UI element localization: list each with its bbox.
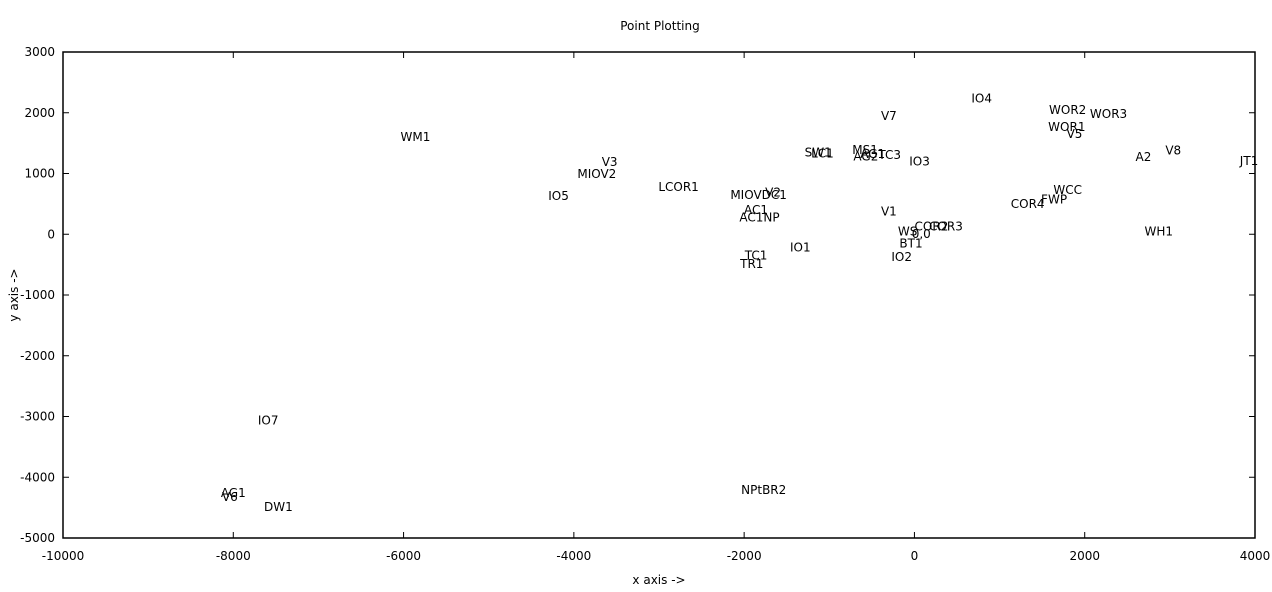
point-label: IO7	[258, 413, 279, 427]
point-label: TC1	[744, 249, 768, 263]
point-label: MS1	[852, 143, 878, 157]
x-tick-label: -8000	[216, 549, 251, 563]
x-tick-label: -10000	[42, 549, 85, 563]
y-tick-label: -2000	[20, 349, 55, 363]
point-label: LC1	[811, 147, 834, 161]
point-label: WH1	[1145, 224, 1174, 238]
point-label: V6	[222, 490, 238, 504]
x-tick-label: 0	[911, 549, 919, 563]
y-tick-label: 2000	[24, 106, 55, 120]
point-label: SW1	[805, 145, 832, 159]
point-label: FWP	[1041, 193, 1067, 207]
point-label: AC1	[744, 203, 768, 217]
x-tick-label: -2000	[727, 549, 762, 563]
y-tick-label: -3000	[20, 410, 55, 424]
chart-title: Point Plotting	[620, 19, 700, 33]
x-tick-label: 4000	[1240, 549, 1271, 563]
point-label: BT1	[899, 236, 922, 250]
point-label: IO3	[909, 154, 930, 168]
point-label: WOR2	[1049, 103, 1086, 117]
y-tick-label: -4000	[20, 470, 55, 484]
x-tick-label: -4000	[556, 549, 591, 563]
point-label: IO5	[548, 189, 569, 203]
y-tick-label: 3000	[24, 45, 55, 59]
point-label: COR2	[915, 219, 949, 233]
point-label: COR4	[1011, 197, 1045, 211]
point-label: WCC	[1053, 183, 1082, 197]
y-tick-label: -1000	[20, 288, 55, 302]
y-tick-label: 1000	[24, 167, 55, 181]
x-axis-label: x axis ->	[632, 573, 685, 587]
point-label: TR1	[739, 257, 763, 271]
y-axis-label: y axis ->	[7, 268, 21, 321]
point-label: DW1	[264, 500, 293, 514]
y-axis: -5000 -4000 -3000 -2000 -1000 0 1000 2000 3000	[20, 45, 1255, 545]
y-tick-label: 0	[47, 227, 55, 241]
point-label: MIOV2	[577, 167, 616, 181]
point-label: AG1	[860, 147, 885, 161]
point-label: V5	[1067, 127, 1083, 141]
point-label: V2	[765, 185, 781, 199]
point-label: V7	[881, 109, 897, 123]
point-label: NPtBR2	[741, 483, 786, 497]
x-tick-label: 2000	[1069, 549, 1100, 563]
point-label: TC3	[877, 148, 901, 162]
point-label: COR3	[929, 219, 963, 233]
point-label: IO2	[891, 250, 912, 264]
x-axis: -10000 -8000 -6000 -4000 -2000 0 2000 4000	[42, 52, 1271, 563]
point-label: IO1	[790, 241, 811, 255]
point-label: 0,0	[912, 227, 931, 241]
point-label: WS	[898, 224, 917, 238]
point-label: JT1	[1239, 154, 1259, 168]
point-label: MIOVDC1	[730, 188, 787, 202]
point-label: A2	[1136, 150, 1152, 164]
point-label: V8	[1165, 144, 1181, 158]
point-label: IO4	[971, 91, 992, 105]
point-label: LCOR1	[658, 180, 698, 194]
point-label: WOR3	[1090, 107, 1127, 121]
point-label: WM1	[401, 130, 431, 144]
point-label: AC1NP	[739, 210, 779, 224]
point-label: V3	[602, 155, 618, 169]
x-tick-label: -6000	[386, 549, 421, 563]
point-label: AG1	[221, 486, 246, 500]
point-label: V1	[881, 204, 897, 218]
point-label: AG2	[853, 150, 878, 164]
y-tick-label: -5000	[20, 531, 55, 545]
point-label: WOR1	[1048, 120, 1085, 134]
